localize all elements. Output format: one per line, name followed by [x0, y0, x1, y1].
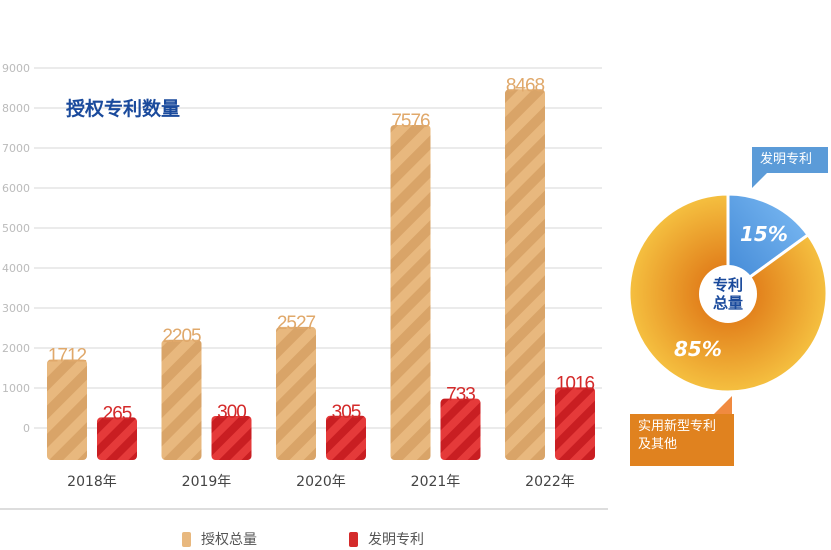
pie-callout-invention: 发明专利	[752, 147, 828, 173]
bar-invention[interactable]	[211, 416, 252, 460]
callout-pointer	[714, 396, 732, 414]
bar-total[interactable]	[276, 326, 316, 460]
x-tick-label: 2020年	[296, 474, 346, 490]
data-label: 1712	[48, 346, 87, 367]
legend-label: 授权总量	[201, 532, 257, 548]
bar-invention[interactable]	[326, 415, 366, 460]
y-tick-label: 3000	[2, 302, 30, 315]
bar-invention[interactable]	[555, 387, 595, 460]
data-label: 300	[217, 402, 246, 423]
data-label: 2527	[277, 313, 316, 334]
data-label: 265	[103, 403, 132, 424]
callout-pointer	[752, 170, 770, 188]
legend-swatch	[349, 531, 358, 547]
pie-pct-utility: 85%	[674, 337, 722, 361]
bar-total[interactable]	[47, 359, 87, 460]
y-tick-label: 2000	[2, 342, 30, 355]
legend-item-total[interactable]: 授权总量	[182, 529, 257, 549]
bar-total[interactable]	[161, 339, 202, 460]
bar-total[interactable]	[505, 89, 545, 460]
bar-invention[interactable]	[97, 417, 137, 460]
legend-swatch	[182, 531, 191, 547]
x-tick-label: 2022年	[525, 474, 575, 490]
y-tick-label: 5000	[2, 222, 30, 235]
data-label: 1016	[556, 373, 595, 394]
x-tick-label: 2019年	[182, 474, 232, 490]
x-tick-label: 2021年	[411, 474, 461, 490]
pie-slice[interactable]	[726, 192, 811, 296]
y-tick-label: 8000	[2, 102, 30, 115]
y-tick-label: 1000	[2, 382, 30, 395]
legend-label: 发明专利	[368, 532, 424, 548]
x-tick-label: 2018年	[67, 474, 117, 490]
y-tick-label: 9000	[2, 62, 30, 75]
data-label: 8468	[506, 75, 545, 96]
pie-center-label: 专利 总量	[699, 265, 757, 323]
y-tick-label: 6000	[2, 182, 30, 195]
data-label: 733	[446, 385, 475, 406]
data-label: 305	[332, 402, 361, 423]
callout-line: 实用新型专利	[638, 419, 717, 434]
chart-title: 授权专利数量	[66, 98, 181, 120]
center-line: 总量	[712, 294, 743, 312]
callout-line: 及其他	[638, 437, 678, 452]
bar-invention[interactable]	[440, 398, 481, 460]
y-tick-label: 4000	[2, 262, 30, 275]
data-label: 7576	[391, 111, 430, 132]
pie-callout-utility: 实用新型专利 及其他	[630, 414, 734, 466]
legend-item-invention[interactable]: 发明专利	[349, 529, 424, 549]
center-line: 专利	[712, 276, 743, 294]
y-tick-label: 0	[23, 422, 30, 435]
y-tick-label: 7000	[2, 142, 30, 155]
data-label: 2205	[162, 326, 201, 347]
pie-pct-invention: 15%	[740, 222, 788, 246]
bar-total[interactable]	[390, 124, 431, 461]
